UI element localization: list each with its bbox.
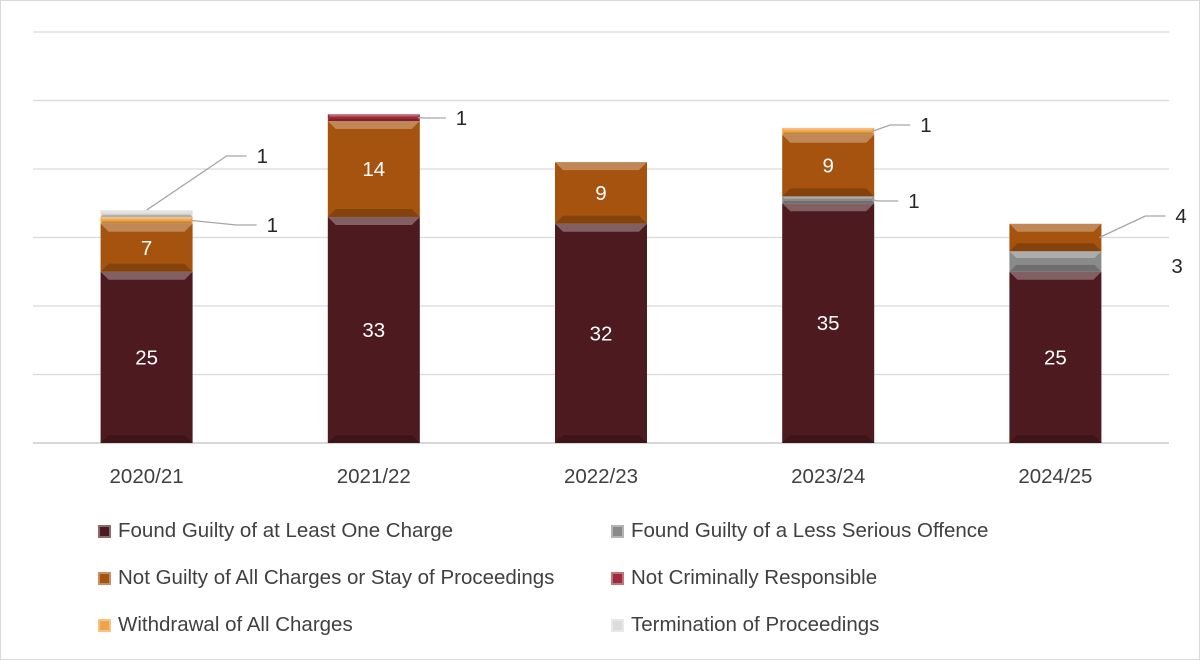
bar-bevel bbox=[782, 132, 875, 135]
leader-line bbox=[1099, 215, 1166, 239]
x-tick-label: 2023/24 bbox=[791, 465, 865, 488]
bar-segment bbox=[327, 121, 420, 217]
legend-swatch bbox=[98, 524, 111, 538]
data-label: 1 bbox=[267, 214, 278, 237]
leader-line bbox=[872, 199, 899, 202]
bar-bevel bbox=[100, 271, 193, 280]
x-tick-label: 2024/25 bbox=[1018, 465, 1092, 488]
bar-bevel bbox=[1009, 223, 1102, 232]
bar-bevel bbox=[782, 200, 875, 204]
legend-item: Not Criminally Responsible bbox=[611, 563, 1098, 593]
legend: Found Guilty of at Least One Charge Found… bbox=[98, 516, 1098, 640]
bar-segment bbox=[782, 196, 875, 204]
bar-bevel bbox=[327, 216, 420, 225]
legend-label: Not Guilty of All Charges or Stay of Pro… bbox=[118, 566, 555, 589]
legend-label: Withdrawal of All Charges bbox=[118, 613, 353, 636]
legend-item: Found Guilty of a Less Serious Offence bbox=[611, 516, 1098, 546]
bar-bevel bbox=[1009, 271, 1102, 280]
bar-bevel bbox=[555, 162, 647, 171]
bar-bevel bbox=[100, 435, 193, 443]
bar-bevel bbox=[1009, 251, 1102, 259]
x-tick-label: 2022/23 bbox=[564, 465, 638, 488]
bar-bevel bbox=[782, 134, 875, 143]
legend-label: Not Criminally Responsible bbox=[631, 566, 878, 589]
legend-item: Found Guilty of at Least One Charge bbox=[98, 516, 611, 546]
data-label: 9 bbox=[822, 155, 833, 178]
bar-bevel bbox=[782, 203, 875, 212]
legend-swatch bbox=[611, 618, 624, 632]
x-tick-label: 2020/21 bbox=[110, 465, 184, 488]
bar-bevel bbox=[327, 435, 420, 443]
bar-segment bbox=[327, 216, 420, 443]
bar-segment bbox=[555, 223, 647, 443]
data-label: 1 bbox=[257, 145, 268, 168]
data-label: 33 bbox=[362, 319, 385, 342]
legend-label: Found Guilty of at Least One Charge bbox=[118, 519, 454, 542]
legend-swatch bbox=[611, 524, 624, 538]
bar-segment bbox=[100, 216, 193, 224]
data-label: 35 bbox=[817, 312, 840, 335]
bar-bevel bbox=[327, 118, 420, 122]
bar-bevel bbox=[100, 223, 193, 232]
data-label: 25 bbox=[1044, 346, 1067, 369]
data-label: 1 bbox=[456, 107, 467, 130]
data-label: 3 bbox=[1171, 255, 1182, 278]
bar-bevel bbox=[100, 263, 193, 272]
leader-line bbox=[871, 124, 911, 132]
data-label: 32 bbox=[590, 322, 613, 345]
bar-segment bbox=[1009, 271, 1102, 443]
bar-bevel bbox=[327, 121, 420, 130]
bar-segment bbox=[100, 271, 193, 443]
legend-item: Withdrawal of All Charges bbox=[98, 610, 611, 640]
data-label: 4 bbox=[1175, 205, 1186, 228]
legend-swatch bbox=[98, 618, 111, 632]
leader-line bbox=[190, 219, 257, 226]
data-label: 1 bbox=[920, 114, 931, 137]
x-tick-label: 2021/22 bbox=[337, 465, 411, 488]
bar-bevel bbox=[100, 214, 193, 217]
legend-swatch bbox=[611, 571, 624, 585]
legend-label: Found Guilty of a Less Serious Offence bbox=[631, 519, 989, 542]
data-label: 14 bbox=[362, 158, 385, 181]
leader-line bbox=[146, 155, 247, 211]
bar-bevel bbox=[100, 210, 193, 213]
bar-bevel bbox=[327, 114, 420, 117]
bar-bevel bbox=[1009, 264, 1102, 272]
bar-bevel bbox=[555, 435, 647, 443]
bar-bevel bbox=[782, 188, 875, 197]
plot-area: 2020/21257112021/22331412022/233292023/2… bbox=[33, 31, 1187, 488]
legend-item: Not Guilty of All Charges or Stay of Pro… bbox=[98, 563, 611, 593]
bar-bevel bbox=[1009, 435, 1102, 443]
data-label: 25 bbox=[135, 346, 158, 369]
bar-bevel bbox=[1009, 243, 1102, 252]
bar-segment bbox=[1009, 251, 1102, 272]
bar-bevel bbox=[100, 216, 193, 220]
bar-bevel bbox=[782, 435, 875, 443]
bar-segment bbox=[782, 203, 875, 443]
data-label: 9 bbox=[595, 182, 606, 205]
bar-segment bbox=[327, 114, 420, 122]
legend-label: Termination of Proceedings bbox=[631, 613, 880, 636]
bar-segment bbox=[100, 210, 193, 217]
bar-segment bbox=[782, 127, 875, 135]
legend-item: Termination of Proceedings bbox=[611, 610, 1098, 640]
legend-swatch bbox=[98, 571, 111, 585]
bar-segment bbox=[555, 162, 647, 224]
data-label: 7 bbox=[141, 237, 152, 260]
bar-bevel bbox=[555, 215, 647, 224]
bar-segment bbox=[100, 223, 193, 272]
bar-bevel bbox=[100, 221, 193, 224]
bar-segment bbox=[782, 134, 875, 197]
bar-bevel bbox=[555, 223, 647, 232]
data-label: 1 bbox=[908, 190, 919, 213]
bar-bevel bbox=[782, 196, 875, 199]
bar-bevel bbox=[782, 127, 875, 131]
bar-segment bbox=[1009, 223, 1102, 252]
bar-bevel bbox=[327, 208, 420, 217]
